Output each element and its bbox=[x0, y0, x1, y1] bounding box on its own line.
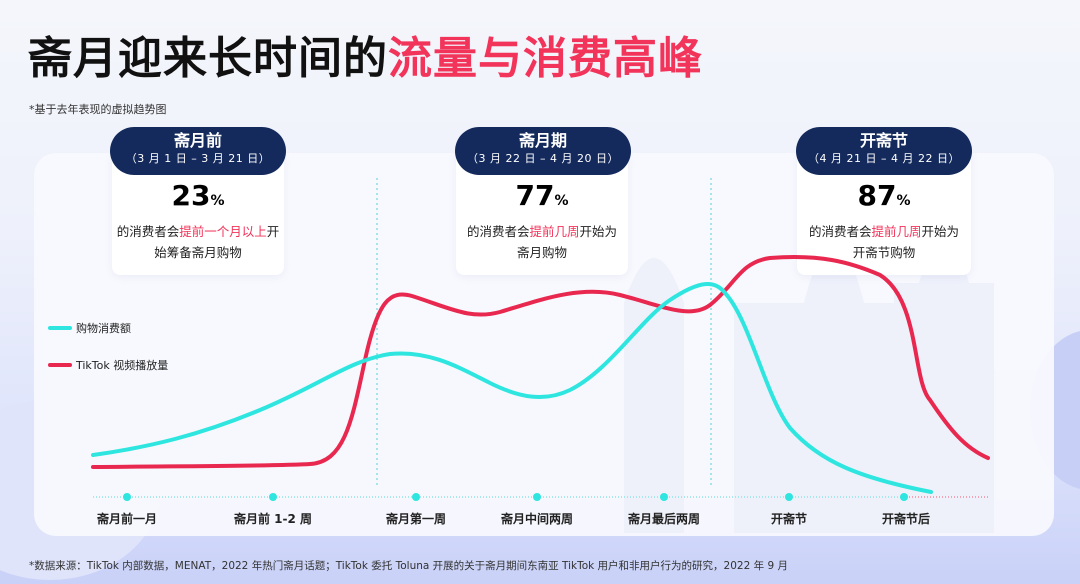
x-tick-label: 斋月第一周 bbox=[385, 512, 447, 526]
percent-value: 87% bbox=[857, 179, 911, 212]
series-shopping-spend bbox=[91, 281, 933, 494]
percent-value: 23% bbox=[171, 179, 225, 212]
phase-description: 的消费者会提前几周开始为开斋节购物 bbox=[808, 224, 960, 260]
chart-subnote: *基于去年表现的虚拟趋势图 bbox=[29, 103, 167, 116]
x-tick-label: 斋月前一月 bbox=[96, 512, 158, 526]
phase-dates: （3 月 22 日 – 4 月 20 日） bbox=[467, 152, 619, 165]
title-prefix: 斋月迎来长时间的 bbox=[28, 33, 388, 84]
x-tick-label: 开斋节后 bbox=[881, 512, 931, 526]
phase-dates: （4 月 21 日 – 4 月 22 日） bbox=[808, 152, 960, 165]
phase-pill-ramadan: 斋月期 （3 月 22 日 – 4 月 20 日） bbox=[455, 127, 631, 175]
legend-item-tiktok: TikTok 视频播放量 bbox=[48, 357, 168, 373]
phase-dates: （3 月 1 日 – 3 月 21 日） bbox=[125, 152, 271, 165]
legend-swatch bbox=[48, 326, 72, 330]
title-accent: 流量与消费高峰 bbox=[388, 33, 703, 84]
x-tick-label: 斋月中间两周 bbox=[500, 512, 574, 526]
source-footnote: *数据来源：TikTok 内部数据，MENAT，2022 年热门斋月话题；Tik… bbox=[29, 560, 788, 572]
x-tick-label: 开斋节 bbox=[770, 512, 808, 526]
legend-item-shopping: 购物消费额 bbox=[48, 320, 131, 336]
page-title: 斋月迎来长时间的流量与消费高峰 bbox=[28, 22, 703, 86]
x-tick-label: 斋月前 1-2 周 bbox=[233, 512, 313, 526]
phase-pill-eid: 开斋节 （4 月 21 日 – 4 月 22 日） bbox=[796, 127, 972, 175]
series-tiktok-views bbox=[91, 254, 990, 469]
x-axis-ticks bbox=[123, 493, 908, 501]
legend-swatch bbox=[48, 363, 72, 367]
legend-label: 购物消费额 bbox=[76, 322, 131, 335]
phase-description: 的消费者会提前一个月以上开始筹备斋月购物 bbox=[116, 224, 280, 260]
phase-description: 的消费者会提前几周开始为斋月购物 bbox=[466, 224, 618, 260]
legend-label: TikTok 视频播放量 bbox=[76, 359, 169, 372]
x-tick-label: 斋月最后两周 bbox=[627, 512, 701, 526]
phase-name: 开斋节 bbox=[859, 131, 908, 150]
percent-value: 77% bbox=[515, 179, 569, 212]
phase-name: 斋月期 bbox=[518, 131, 567, 150]
phase-name: 斋月前 bbox=[173, 131, 222, 150]
phase-pill-pre-ramadan: 斋月前 （3 月 1 日 – 3 月 21 日） bbox=[110, 127, 286, 175]
